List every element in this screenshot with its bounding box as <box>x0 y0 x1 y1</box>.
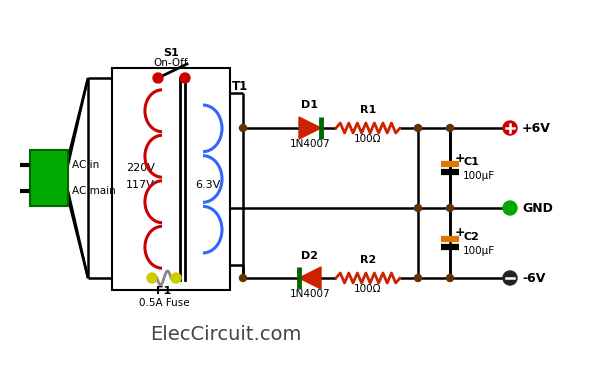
Circle shape <box>415 204 421 211</box>
Text: C2: C2 <box>463 232 479 242</box>
Text: +6V: +6V <box>522 121 551 135</box>
Circle shape <box>239 125 247 131</box>
Circle shape <box>503 201 517 215</box>
Circle shape <box>239 275 247 282</box>
Text: 100μF: 100μF <box>463 171 495 181</box>
Circle shape <box>147 273 157 283</box>
Text: 220V: 220V <box>126 163 155 173</box>
Circle shape <box>180 73 190 83</box>
Text: 100μF: 100μF <box>463 246 495 256</box>
Circle shape <box>446 275 454 282</box>
Text: 100Ω: 100Ω <box>354 284 382 294</box>
Text: -6V: -6V <box>522 272 545 285</box>
Text: GND: GND <box>522 201 553 214</box>
Text: R1: R1 <box>360 105 376 115</box>
Circle shape <box>171 273 181 283</box>
Bar <box>112 68 230 290</box>
Text: ElecCircuit.com: ElecCircuit.com <box>150 325 301 345</box>
Polygon shape <box>299 117 321 139</box>
Text: 1N4007: 1N4007 <box>290 289 331 299</box>
Text: D1: D1 <box>302 100 319 110</box>
Text: 117V: 117V <box>126 180 155 190</box>
Text: 1N4007: 1N4007 <box>290 139 331 149</box>
Text: +: + <box>455 151 466 164</box>
Text: AC main: AC main <box>72 186 116 196</box>
Text: R2: R2 <box>360 255 376 265</box>
Text: 100Ω: 100Ω <box>354 134 382 144</box>
Circle shape <box>153 73 163 83</box>
Text: T1: T1 <box>232 79 248 92</box>
Text: 0.5A Fuse: 0.5A Fuse <box>139 298 190 308</box>
Text: S1: S1 <box>163 48 179 58</box>
Circle shape <box>503 271 517 285</box>
Circle shape <box>446 204 454 211</box>
Text: F1: F1 <box>157 286 172 296</box>
Circle shape <box>415 125 421 131</box>
Text: AC in: AC in <box>72 160 99 170</box>
Text: 6.3V: 6.3V <box>195 180 220 190</box>
Text: D2: D2 <box>302 251 319 261</box>
Circle shape <box>503 121 517 135</box>
Bar <box>30 150 68 206</box>
Polygon shape <box>299 267 321 289</box>
Circle shape <box>446 125 454 131</box>
Text: On-Off: On-Off <box>154 58 188 68</box>
Text: C1: C1 <box>463 157 479 167</box>
Circle shape <box>415 275 421 282</box>
Text: +: + <box>455 227 466 240</box>
